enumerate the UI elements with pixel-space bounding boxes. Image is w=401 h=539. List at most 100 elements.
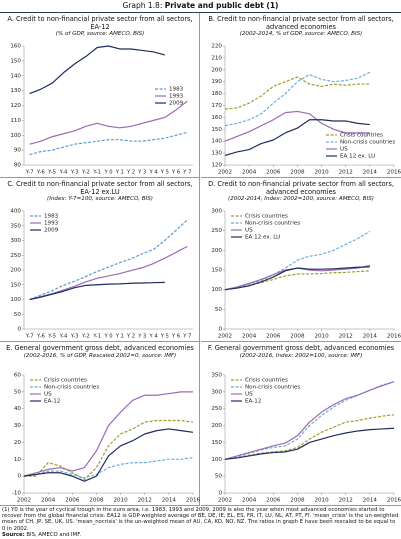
y-tick-label: 200: [211, 248, 222, 254]
y-tick-label: 0: [218, 327, 222, 333]
y-tick-label: 150: [10, 58, 21, 64]
x-tick-label: Y 5: [160, 334, 169, 340]
y-tick-label: 200: [211, 423, 222, 429]
y-tick-label: 190: [211, 79, 222, 85]
x-tick-label: 2006: [266, 498, 281, 504]
x-tick-label: 2010: [314, 498, 329, 504]
y-tick-label: 50: [215, 474, 223, 480]
chart-subtitle: (Index: Y-7=100, source: AMECO, BIS): [47, 196, 153, 203]
series-line: [29, 245, 188, 301]
x-tick-label: 2012: [339, 170, 353, 176]
y-tick-label: 160: [211, 115, 222, 121]
x-tick-label: Y 5: [160, 170, 169, 176]
x-tick-label: Y-7: [25, 334, 34, 340]
x-tick-label: Y 7: [182, 334, 191, 340]
chart-subtitle: (2002-2016, Index: 2002=100, source: IMF…: [239, 352, 363, 359]
chart-panel: A. Credit to non-financial private secto…: [0, 13, 200, 178]
chart-title: C. Credit to non-financial private secto…: [7, 180, 193, 196]
series-line: [23, 428, 194, 482]
x-tick-label: 2002: [218, 170, 232, 176]
chart-title: E. General government gross debt, advanc…: [6, 344, 194, 352]
x-tick-label: 2008: [89, 498, 104, 504]
chart: 120 130 140 150 160 170 180 190 200 210 220 2002 200…: [211, 44, 401, 176]
series-line: [224, 76, 370, 110]
x-tick-label: 2014: [363, 334, 378, 340]
y-tick-label: 120: [211, 163, 222, 169]
legend-label: EA 12 ex. LU: [340, 154, 375, 160]
series-line: [224, 414, 395, 460]
series-line: [29, 219, 188, 301]
y-tick-label: 110: [10, 118, 21, 124]
series-line: [224, 110, 370, 142]
series-line: [224, 119, 370, 157]
chart-title: B. Credit to non-financial private secto…: [208, 15, 394, 31]
y-tick-label: 100: [10, 133, 21, 139]
x-tick-label: 2002: [218, 334, 232, 340]
x-tick-label: 2006: [266, 334, 281, 340]
y-tick-label: 150: [211, 440, 222, 446]
series-line: [224, 381, 395, 460]
chart-panel: F. General government gross debt, advanc…: [201, 342, 401, 506]
x-tick-label: 2004: [242, 170, 257, 176]
x-tick-label: 2002: [218, 498, 232, 504]
legend-label: 1993: [169, 94, 184, 100]
y-tick-label: 100: [211, 287, 222, 293]
chart-subtitle: (2002-2014, Index: 2002=100, source: AME…: [228, 196, 374, 203]
legend-label: Crisis countries: [245, 378, 288, 384]
legend-label: Non-crisis countries: [44, 385, 99, 391]
y-tick-label: 50: [14, 312, 22, 318]
legend-label: Crisis countries: [245, 214, 288, 220]
graph-label: Graph 1.8:: [122, 1, 163, 10]
series-line: [23, 457, 194, 479]
y-tick-label: 170: [211, 103, 222, 109]
y-tick-label: 250: [211, 406, 222, 412]
x-tick-label: Y-6: [36, 334, 45, 340]
x-tick-label: 2016: [186, 498, 200, 504]
x-tick-label: 2016: [387, 334, 401, 340]
y-tick-label: 30: [14, 423, 22, 429]
x-tick-label: 2006: [266, 170, 281, 176]
y-tick-label: 80: [14, 163, 22, 169]
chart-subtitle: (2002-2016, % of GDP, Rescaled 2002=0, s…: [23, 352, 177, 359]
y-tick-label: 0: [218, 491, 222, 497]
legend-label: US: [44, 392, 52, 398]
series-line: [224, 427, 395, 460]
y-tick-label: 130: [211, 151, 222, 157]
y-tick-label: 200: [10, 268, 21, 274]
chart-header: E. General government gross debt, advanc…: [4, 344, 196, 360]
x-tick-label: Y 0: [103, 170, 112, 176]
y-tick-label: 140: [211, 139, 222, 145]
x-tick-label: 2010: [314, 334, 329, 340]
chart-panel: C. Credit to non-financial private secto…: [0, 178, 200, 342]
legend-label: 1983: [44, 214, 59, 220]
x-tick-label: Y-5: [47, 334, 56, 340]
series-line: [224, 270, 370, 291]
x-tick-label: Y-2: [81, 334, 90, 340]
x-tick-label: 2004: [242, 334, 257, 340]
chart-header: C. Credit to non-financial private secto…: [4, 180, 196, 203]
x-tick-label: Y 6: [171, 334, 180, 340]
chart-title: A. Credit to non-financial private secto…: [7, 15, 193, 31]
x-tick-label: Y-4: [59, 334, 68, 340]
chart-panel: B. Credit to non-financial private secto…: [201, 13, 401, 178]
legend-label: US: [245, 228, 253, 234]
y-tick-label: 20: [14, 440, 22, 446]
y-tick-label: 300: [211, 389, 222, 395]
x-tick-label: 2014: [162, 498, 177, 504]
y-tick-label: 300: [10, 238, 21, 244]
y-tick-label: 150: [10, 282, 21, 288]
series-line: [29, 281, 165, 301]
x-tick-label: 2004: [242, 498, 257, 504]
x-tick-label: 2016: [387, 498, 401, 504]
y-tick-label: 250: [10, 253, 21, 259]
x-tick-label: Y-4: [59, 170, 68, 176]
x-tick-label: 2004: [41, 498, 56, 504]
x-tick-label: 2016: [387, 170, 401, 176]
legend-label: EA-12: [44, 399, 60, 405]
y-tick-label: 150: [211, 127, 222, 133]
y-tick-label: 60: [14, 373, 22, 379]
x-tick-label: Y 7: [182, 170, 191, 176]
x-tick-label: Y 3: [137, 170, 146, 176]
chart-header: A. Credit to non-financial private secto…: [4, 15, 196, 38]
header: Graph 1.8: Private and public debt (1): [0, 0, 401, 13]
